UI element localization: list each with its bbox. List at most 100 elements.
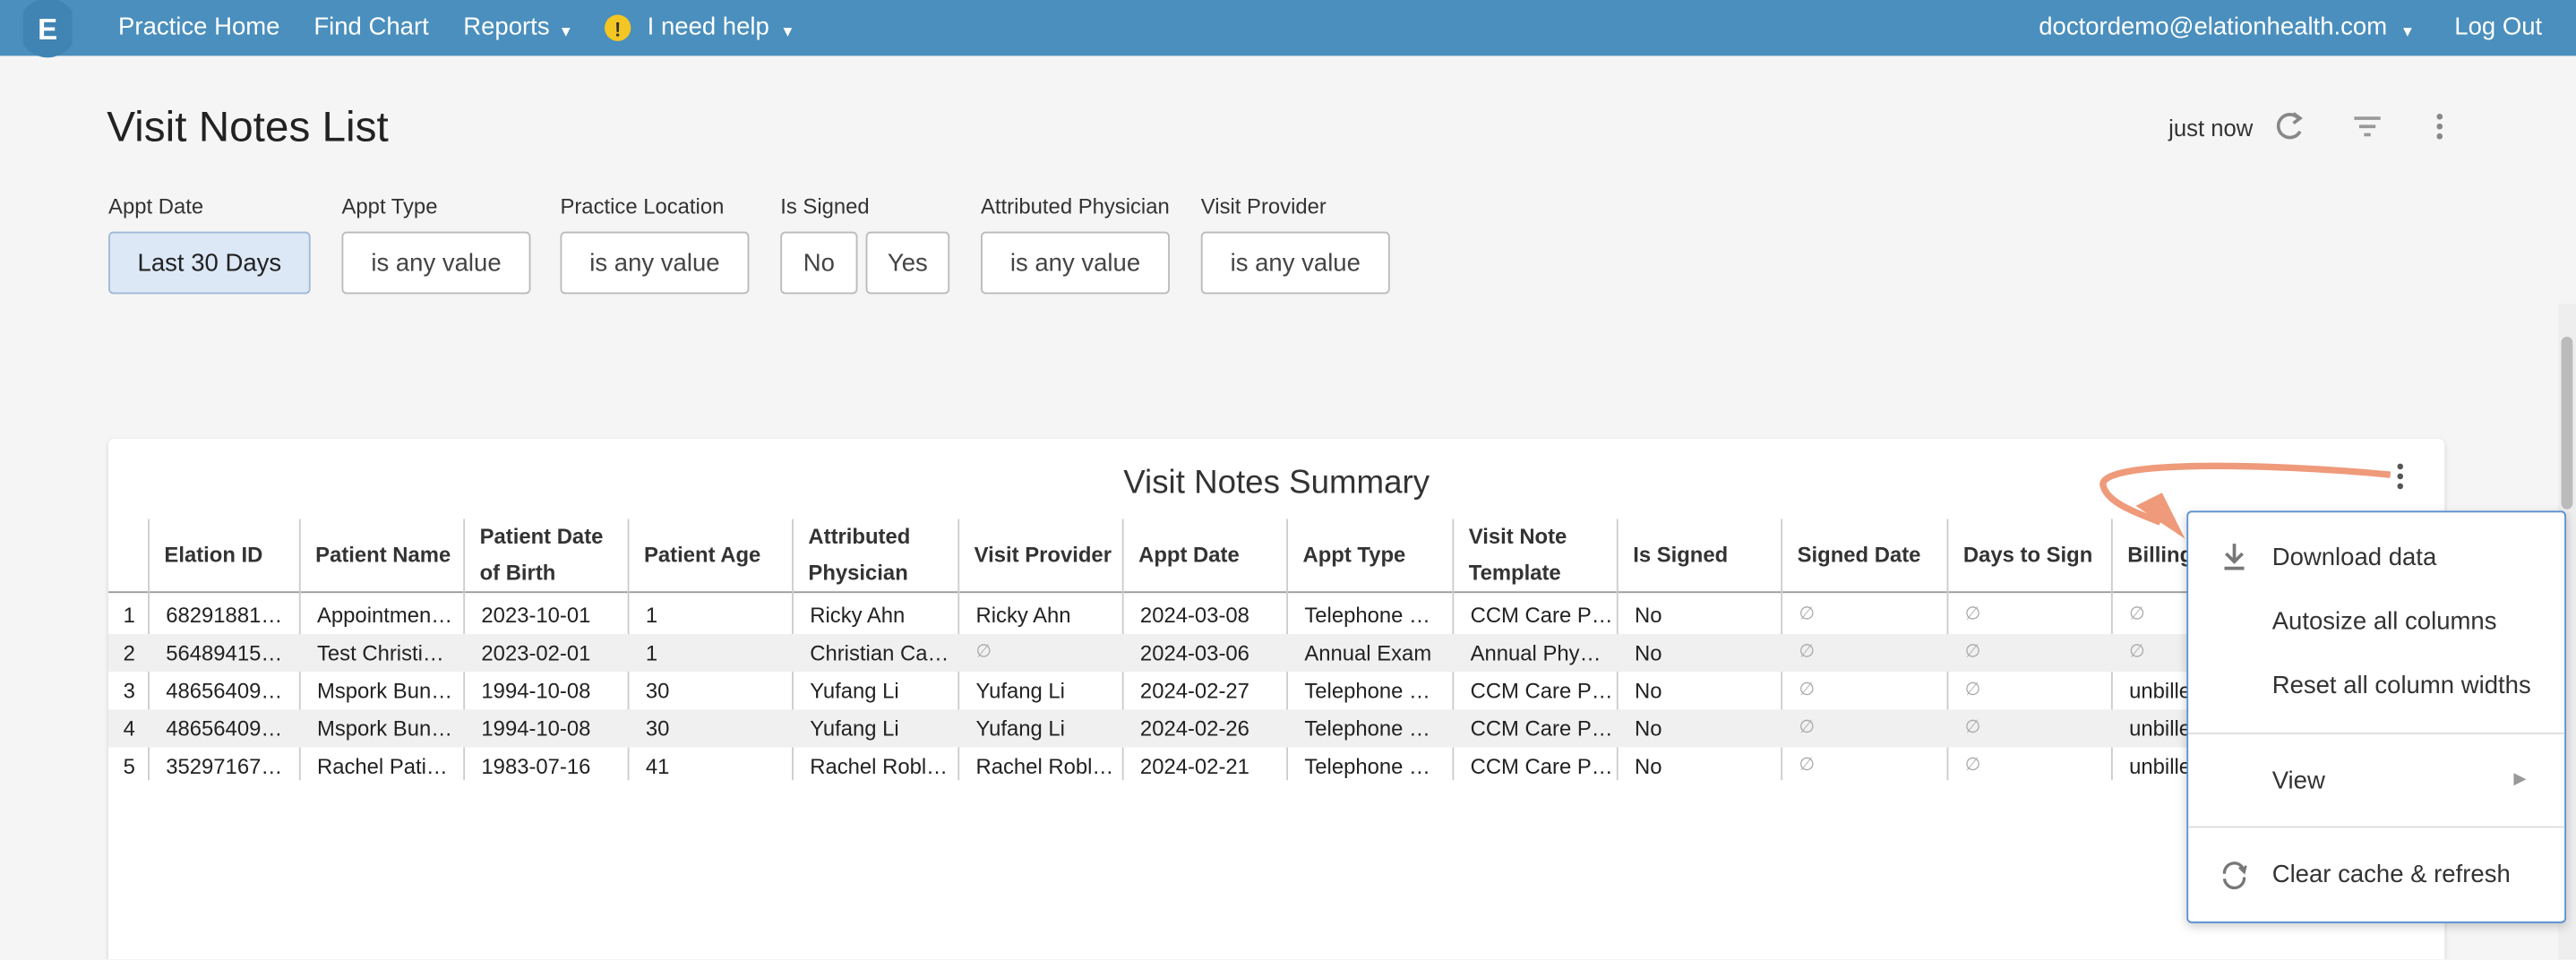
table-cell: ∅	[1964, 717, 1981, 738]
filter-button[interactable]: is any value	[1200, 231, 1390, 295]
filter-button[interactable]: No	[780, 231, 858, 295]
row-number: 4	[123, 716, 135, 741]
nav-link[interactable]: I need help	[647, 13, 769, 41]
column-header[interactable]: Visit Note Template	[1468, 524, 1567, 585]
table-cell: Telephone …	[1304, 716, 1430, 741]
nav-link[interactable]: Practice Home	[118, 13, 280, 41]
table-cell: 2024-02-26	[1139, 716, 1249, 741]
filter-button[interactable]: Yes	[865, 231, 950, 295]
table-cell: ∅	[975, 642, 992, 663]
table-cell: Yufang Li	[810, 678, 899, 704]
table-cell: Telephone …	[1304, 603, 1430, 628]
row-number: 5	[123, 753, 135, 779]
table-cell: No	[1635, 640, 1662, 665]
header-icons[interactable]	[2272, 108, 2469, 144]
table-cell: Yufang Li	[975, 716, 1065, 741]
table-cell: 68291881…	[166, 603, 283, 628]
menu-item[interactable]: Download data	[2271, 544, 2437, 572]
refresh-icon	[2222, 861, 2247, 890]
column-header[interactable]: Patient Name	[315, 542, 451, 567]
column-header[interactable]: Patient Age	[644, 542, 761, 567]
table-cell: CCM Care P…	[1470, 603, 1612, 628]
column-header[interactable]: Signed Date	[1797, 542, 1921, 567]
nav-link[interactable]: Find Chart	[313, 13, 429, 41]
row-stripe	[108, 709, 2445, 748]
filter-label: Visit Provider	[1200, 193, 1327, 219]
table-cell: 30	[645, 678, 670, 704]
user-menu[interactable]: doctordemo@elationhealth.com	[2039, 13, 2388, 41]
table-cell: No	[1635, 753, 1662, 779]
table-cell: 48656409…	[166, 678, 283, 704]
table-cell: ∅	[1799, 755, 1816, 776]
svg-text:E: E	[38, 13, 57, 46]
table-cell: CCM Care P…	[1470, 716, 1612, 741]
filter-label: Appt Date	[108, 193, 204, 219]
table-cell: ∅	[1964, 680, 1981, 700]
table-cell: CCM Care P…	[1470, 678, 1612, 704]
row-number: 1	[123, 603, 135, 628]
table-cell: 1	[645, 603, 658, 628]
filter-button[interactable]: Last 30 Days	[108, 231, 311, 295]
table-cell: 2024-02-21	[1139, 753, 1249, 779]
divider	[2188, 826, 2565, 828]
table-menu-button[interactable]	[2392, 461, 2409, 491]
table-cell: 2023-02-01	[481, 640, 591, 665]
column-header[interactable]: Patient Date of Birth	[479, 524, 604, 585]
table-cell: Christian Ca…	[810, 640, 949, 665]
table-cell: 56489415…	[166, 640, 283, 665]
caret: ▼	[558, 22, 573, 40]
table-cell: Rachel Pati…	[317, 753, 448, 779]
filter-label: Appt Type	[341, 193, 438, 219]
svg-text:!: !	[614, 18, 621, 40]
column-header[interactable]: Attributed Physician	[808, 524, 911, 585]
table-cell: No	[1635, 716, 1662, 741]
table-cell: 2024-03-06	[1139, 640, 1249, 665]
table-cell: Yufang Li	[810, 716, 899, 741]
filter-button[interactable]: is any value	[341, 231, 531, 295]
table-cell: ∅	[1799, 717, 1816, 738]
row-number: 2	[123, 640, 135, 665]
table-cell: 1994-10-08	[481, 678, 591, 704]
table-cell: ∅	[2129, 642, 2145, 663]
table-cell: Annual Exam	[1304, 640, 1432, 665]
table-cell: No	[1635, 678, 1662, 704]
table-cell: Yufang Li	[975, 678, 1065, 704]
column-header[interactable]: Is Signed	[1633, 542, 1729, 567]
column-header[interactable]: Visit Provider	[974, 542, 1112, 567]
column-header[interactable]: Appt Type	[1302, 542, 1406, 567]
table-cell: 1994-10-08	[481, 716, 591, 741]
context-menu: Download data Autosize all columns Reset…	[2186, 510, 2567, 923]
logo[interactable]: E	[22, 0, 73, 65]
menu-item[interactable]: Clear cache & refresh	[2271, 861, 2511, 889]
table-cell: Rachel Robl…	[810, 753, 949, 779]
filter-button[interactable]: is any value	[981, 231, 1170, 295]
table-cell: 48656409…	[166, 716, 283, 741]
table-cell: 2024-02-27	[1139, 678, 1249, 704]
column-header[interactable]: Billing	[2127, 542, 2194, 567]
filter-button[interactable]: is any value	[560, 231, 750, 295]
column-header[interactable]: Appt Date	[1138, 542, 1240, 567]
table-cell: 35297167…	[166, 753, 283, 779]
table-cell: Appointmen…	[317, 603, 453, 628]
updated-time: just now	[2168, 115, 2254, 141]
submenu-arrow: ▶	[2513, 770, 2527, 789]
menu-item[interactable]: View	[2271, 767, 2325, 795]
table-title: Visit Notes Summary	[1123, 465, 1430, 501]
table-cell: 2024-03-08	[1139, 603, 1249, 628]
table-cell: ∅	[1799, 680, 1816, 700]
table-cell: Test Christi…	[317, 640, 444, 665]
column-header[interactable]: Elation ID	[164, 542, 263, 567]
logout[interactable]: Log Out	[2454, 13, 2543, 41]
caret: ▼	[780, 22, 795, 40]
table-card: Visit Notes Summary Elation ID Patient Na…	[108, 438, 2445, 960]
table-cell: 41	[645, 753, 670, 779]
menu-item[interactable]: Autosize all columns	[2271, 607, 2497, 636]
nav-link[interactable]: Reports	[463, 13, 550, 41]
header-border	[108, 591, 2445, 594]
menu-item[interactable]: Reset all column widths	[2271, 672, 2531, 700]
table-cell: 30	[645, 716, 670, 741]
column-header[interactable]: Days to Sign	[1962, 542, 2093, 567]
filter-label: Attributed Physician	[981, 193, 1170, 219]
